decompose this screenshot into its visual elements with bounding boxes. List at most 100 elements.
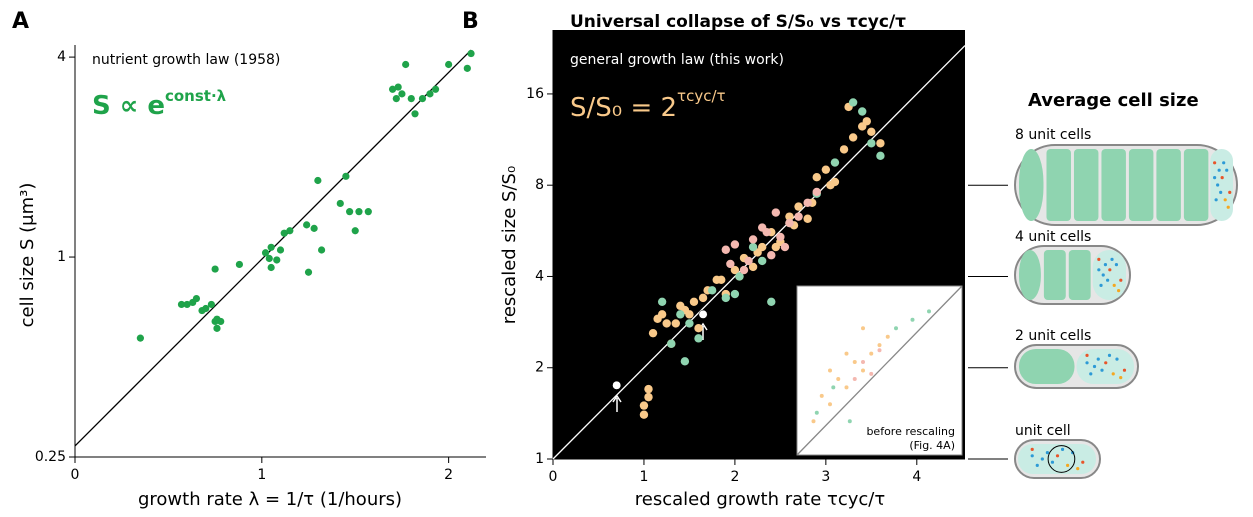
point <box>861 326 865 331</box>
molecule <box>1222 161 1226 165</box>
point <box>839 145 849 154</box>
point <box>744 256 753 266</box>
point <box>762 227 771 237</box>
panel-label: B <box>462 9 479 34</box>
point <box>261 249 270 257</box>
point <box>217 317 225 326</box>
y-tick-label: 16 <box>526 86 544 102</box>
point <box>304 268 313 276</box>
compartment <box>1068 250 1091 300</box>
molecule <box>1085 353 1089 357</box>
point <box>852 360 857 365</box>
point <box>310 224 318 232</box>
point <box>235 260 243 269</box>
molecule <box>1045 451 1049 455</box>
y-tick-label: 1 <box>535 451 544 467</box>
point <box>280 229 288 237</box>
molecule <box>1114 263 1119 267</box>
point <box>803 198 812 207</box>
point <box>407 94 415 103</box>
molecule <box>1214 198 1218 202</box>
point <box>394 83 402 91</box>
nucleoid <box>1047 445 1076 473</box>
compartment <box>1183 149 1209 221</box>
molecule <box>1108 268 1112 272</box>
point <box>364 208 372 216</box>
point <box>265 254 273 263</box>
molecule <box>1050 460 1055 464</box>
fit-line <box>796 285 963 456</box>
point <box>812 173 821 182</box>
point <box>680 357 690 366</box>
point <box>355 208 363 216</box>
point <box>819 393 824 398</box>
molecule <box>1089 372 1093 376</box>
molecule <box>1220 176 1224 180</box>
point <box>730 265 740 275</box>
point <box>861 368 865 373</box>
x-tick-label: 2 <box>730 469 739 485</box>
point <box>694 334 703 343</box>
point <box>748 235 758 244</box>
point <box>811 419 816 424</box>
point <box>748 262 758 272</box>
molecule <box>1117 289 1121 293</box>
point <box>785 218 794 228</box>
point <box>771 208 781 217</box>
point <box>662 319 671 328</box>
point <box>858 107 867 116</box>
point <box>776 232 785 242</box>
molecule <box>1216 183 1220 187</box>
molecule <box>1112 283 1116 287</box>
y-axis-label: cell size S (μm³) <box>17 183 38 328</box>
point <box>657 310 667 319</box>
point <box>318 246 326 254</box>
point <box>689 297 699 306</box>
molecule <box>1081 460 1085 464</box>
x-axis-label: rescaled growth rate τcyc/τ <box>635 489 885 510</box>
point <box>267 263 275 272</box>
molecule <box>1223 198 1227 202</box>
point <box>398 90 406 98</box>
x-tick-label: 1 <box>639 469 648 485</box>
point <box>869 351 874 356</box>
molecule <box>1119 376 1123 380</box>
point <box>671 319 680 328</box>
point <box>830 158 840 167</box>
point <box>831 385 836 390</box>
point <box>303 221 311 229</box>
formula: S ∝ econst·λ <box>92 87 227 121</box>
point <box>785 212 794 221</box>
molecule <box>1060 447 1065 451</box>
dividing-compartment <box>1018 444 1096 474</box>
point <box>211 265 219 273</box>
point <box>183 300 191 309</box>
molecule <box>1104 361 1108 365</box>
molecule <box>1092 364 1097 369</box>
compartment <box>1043 250 1066 300</box>
point <box>445 60 453 69</box>
point <box>177 300 186 309</box>
point <box>192 294 201 303</box>
point <box>698 309 708 319</box>
molecule <box>1085 361 1089 365</box>
x-tick-label: 4 <box>912 469 921 485</box>
point <box>392 94 400 103</box>
cell-label: 8 unit cells <box>1015 127 1091 143</box>
point <box>351 227 359 235</box>
point <box>342 172 350 180</box>
point <box>667 339 676 348</box>
molecule <box>1115 357 1119 361</box>
point <box>388 85 397 93</box>
molecule <box>1107 353 1112 357</box>
point <box>862 117 871 126</box>
point <box>814 410 819 415</box>
point <box>418 94 427 103</box>
point <box>767 251 776 260</box>
point <box>402 60 410 69</box>
point <box>207 300 215 309</box>
point <box>869 371 874 376</box>
point <box>828 368 832 373</box>
y-tick-label: 8 <box>535 177 544 193</box>
